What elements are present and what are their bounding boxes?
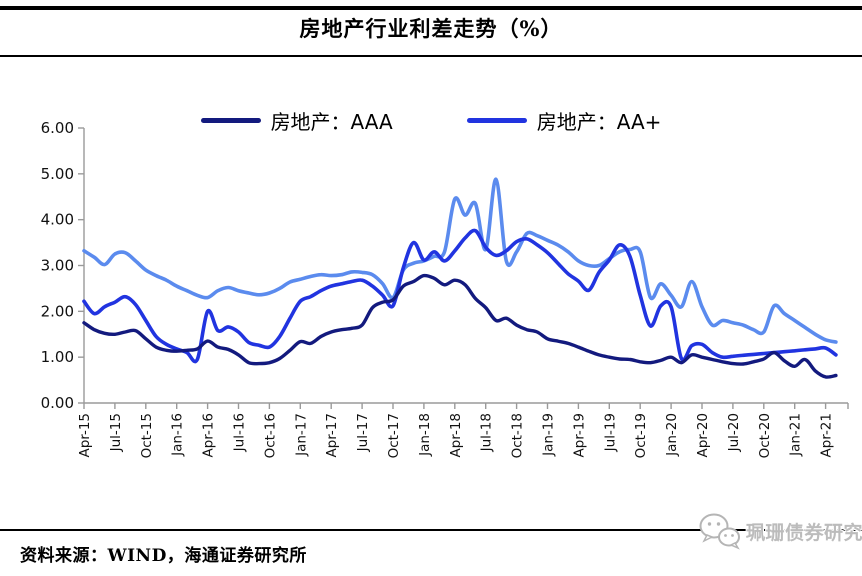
legend-swatch [200,118,261,123]
x-tick-label: Apr-21 [819,413,835,458]
y-tick-label: 2.00 [41,302,74,320]
x-tick-label: Jul-16 [232,413,248,452]
watermark: 珮珊债券研究 [698,508,862,554]
legend-label: 房地产：AA+ [536,110,662,134]
legend-item-0: 房地产：AAA [200,106,393,135]
x-tick-label: Jul-18 [479,413,495,452]
y-tick-label: 6.00 [41,119,74,137]
x-tick-label: Apr-19 [571,413,587,458]
x-tick-label: Jan-16 [170,413,186,457]
spread-line-chart: 0.00 1.00 2.00 3.00 4.00 5.00 6.00 Apr-15 Jul-15… [41,119,849,458]
y-tick-label: 0.00 [41,394,74,412]
x-tick-label: Oct-17 [386,413,402,458]
watermark-text: 珮珊债券研究 [746,521,862,544]
series-line-AA+ [82,228,838,364]
source-note: 资料来源：WIND，海通证券研究所 [20,546,307,566]
x-tick-label: Oct-15 [139,413,155,458]
bottom-rule [0,529,862,531]
x-tick-label: Oct-20 [757,413,773,458]
x-tick-label: Jan-19 [541,413,557,457]
legend-item-1: 房地产：AA+ [466,106,662,135]
x-tick-label: Apr-17 [324,413,340,458]
y-tick-label: 1.00 [41,348,74,366]
x-tick-label: Jan-18 [417,413,433,457]
x-tick-label: Oct-16 [262,413,278,458]
x-tick-label: Jul-19 [602,413,618,452]
title-underline-rule [0,55,862,57]
x-tick-label: Jul-17 [355,413,371,452]
x-tick-label: Apr-16 [201,413,217,458]
x-tick-label: Oct-19 [633,413,649,458]
x-tick-label: Oct-18 [510,413,526,458]
y-tick-label: 3.00 [41,257,74,275]
series-line-AAA [82,273,838,379]
chart-title: 房地产行业利差走势（%） [299,16,563,41]
legend-swatch [466,118,527,123]
x-tick-label: Jul-15 [108,413,124,452]
top-rule [0,6,862,10]
y-tick-label: 4.00 [41,211,74,229]
x-tick-label: Jul-20 [726,413,742,452]
x-tick-label: Jan-21 [788,413,804,457]
x-tick-label: Apr-15 [77,413,93,458]
x-tick-label: Jan-17 [293,413,309,457]
x-tick-label: Apr-18 [448,413,464,458]
x-tick-label: Apr-20 [695,413,711,458]
series-line-unlabeled [82,177,838,344]
x-tick-label: Jan-20 [664,413,680,457]
legend-label: 房地产：AAA [270,110,393,134]
y-tick-label: 5.00 [41,165,74,183]
wechat-chat-bubbles-icon [699,513,740,550]
chart-legend: 房地产：AAA 房地产：AA+ [0,106,862,135]
